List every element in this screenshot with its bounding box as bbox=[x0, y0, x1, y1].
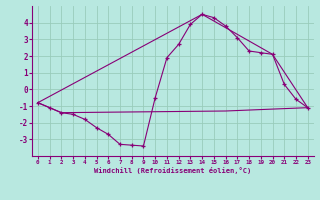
X-axis label: Windchill (Refroidissement éolien,°C): Windchill (Refroidissement éolien,°C) bbox=[94, 167, 252, 174]
